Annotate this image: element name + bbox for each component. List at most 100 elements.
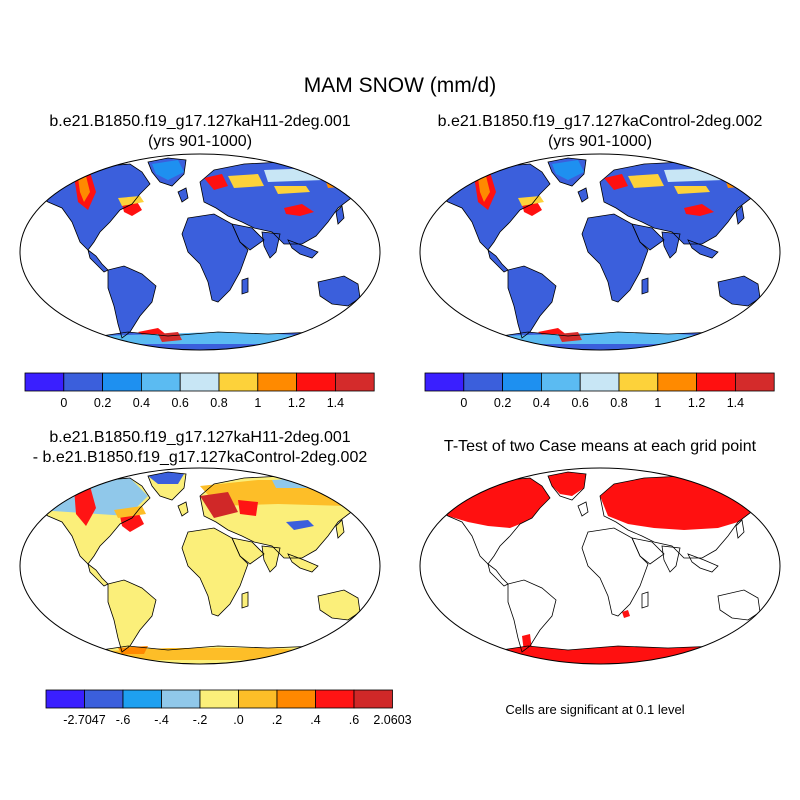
- colorbar-mean-left-swatch: [141, 372, 181, 392]
- colorbar-mean-left-tick-label: 0.8: [210, 396, 227, 410]
- map4-coastline: [577, 501, 589, 517]
- map1-coastline: [231, 223, 265, 251]
- map3-field-patch: [118, 646, 148, 654]
- map3-land-se-asia: [288, 554, 318, 572]
- map1-land-se-asia: [288, 240, 318, 258]
- map4-significant-cells: [548, 472, 586, 496]
- colorbar-mean-right: 0 0.2 0.4 0.6 0.8 1 1.2 1.4: [424, 372, 775, 410]
- map2-field-patch: [478, 176, 490, 202]
- colorbar-difference-swatch: [276, 689, 316, 709]
- map2-coastline: [487, 249, 509, 273]
- map4-significant-cells: [482, 646, 738, 664]
- colorbar-mean-right-tick-label: 0.8: [610, 396, 627, 410]
- map2-coastline: [577, 187, 589, 203]
- map1-coastline: [369, 303, 377, 321]
- map4-coastline: [717, 589, 761, 621]
- colorbar-mean-left-tick-label: 0.6: [172, 396, 189, 410]
- map3-field-patch: [114, 506, 146, 518]
- panel-3-title: b.e21.B1850.f19_g17.127kaH11-2deg.001 - …: [5, 428, 395, 468]
- map1-field-patch: [152, 160, 184, 180]
- map1-coastline: [87, 249, 109, 273]
- map2-field-patch: [674, 186, 710, 194]
- colorbar-mean-right-swatch: [657, 372, 698, 392]
- map3-land-new-zealand: [370, 618, 376, 634]
- panel-4-title-line1: T-Test of two Case means at each grid po…: [443, 438, 757, 455]
- map1-field-patch: [78, 176, 90, 202]
- map2-coastline: [687, 239, 719, 259]
- map2-coastline: [641, 277, 649, 295]
- map2-coastline: [735, 205, 745, 225]
- map4-coastline: [631, 537, 665, 565]
- map2-field-patch: [518, 196, 544, 206]
- panel-3-title-line1: b.e21.B1850.f19_g17.127kaH11-2deg.001: [49, 429, 351, 446]
- colorbar-mean-right-tick-label: 1: [654, 396, 661, 410]
- colorbar-mean-left-tick-label: 0.2: [94, 396, 111, 410]
- map3-land-south-america: [108, 580, 156, 652]
- map2-coastline: [631, 223, 665, 251]
- map3-land-arabia: [232, 538, 264, 564]
- colorbar-difference-tick-label: -.6: [116, 713, 131, 727]
- map3-land-india: [262, 546, 280, 572]
- map1-field-patch: [264, 168, 324, 182]
- colorbar-mean-right-swatch: [502, 372, 542, 392]
- map2-land-india: [662, 232, 680, 258]
- colorbar-mean-right-tick-label: 0.4: [533, 396, 550, 410]
- colorbar-difference-tick-label: -.2: [193, 713, 208, 727]
- colorbar-difference-swatch: [238, 689, 278, 709]
- map1-land-madagascar: [242, 278, 248, 294]
- map2-field-patch: [724, 176, 752, 188]
- colorbar-mean-left-tick-label: 1.2: [288, 396, 305, 410]
- map3-coastline: [147, 471, 187, 501]
- colorbar-mean-right-swatch: [618, 372, 659, 392]
- map1-coastline: [335, 205, 345, 225]
- map2-land-madagascar: [642, 278, 648, 294]
- colorbar-mean-left-swatch: [218, 372, 259, 392]
- colorbar-mean-right-tick-label: 0.2: [494, 396, 511, 410]
- map3-land-africa: [182, 528, 248, 616]
- map1-field-patch: [298, 334, 348, 344]
- colorbar-difference-swatch: [315, 689, 355, 709]
- map2-field-patch: [552, 160, 584, 180]
- map3-map-border: [19, 467, 381, 665]
- colorbar-mean-right-tick-label: 1.2: [688, 396, 705, 410]
- map2-land-se-asia: [688, 240, 718, 258]
- colorbar-mean-left-swatch: [296, 372, 336, 392]
- map1-coastline: [317, 275, 361, 307]
- colorbar-mean-right-tick-label: 0.6: [572, 396, 589, 410]
- panel-2-title-line1: b.e21.B1850.f19_g17.127kaControl-2deg.00…: [437, 113, 763, 130]
- colorbar-difference-swatch: [199, 689, 239, 709]
- colorbar-difference-swatch: [45, 689, 85, 709]
- map4-coastline: [487, 563, 509, 587]
- map2-field-patch: [684, 204, 714, 216]
- map1-land-africa: [182, 214, 248, 302]
- panel-4-title: T-Test of two Case means at each grid po…: [405, 437, 795, 457]
- colorbar-mean-left-swatch: [334, 372, 375, 392]
- map1-coastline: [261, 231, 281, 259]
- panel-1-title-line2: (yrs 901-1000): [147, 133, 253, 150]
- map3-coastline: [335, 519, 345, 539]
- map4-land-new-zealand: [770, 618, 776, 634]
- panel-2-title: b.e21.B1850.f19_g17.127kaControl-2deg.00…: [405, 112, 795, 152]
- map3-field-patch: [120, 512, 144, 532]
- map-panel-ttest: [419, 467, 781, 665]
- colorbar-mean-left: 0 0.2 0.4 0.6 0.8 1 1.2 1.4: [24, 372, 375, 410]
- map4-coastline: [687, 553, 719, 573]
- colorbar-mean-right-swatch: [696, 372, 736, 392]
- map1-field-patch: [274, 186, 310, 194]
- map3-land-madagascar: [242, 592, 248, 608]
- map3-field-patch: [238, 500, 258, 516]
- map1-land-uk: [178, 188, 188, 202]
- map3-coastline: [241, 591, 249, 609]
- colorbar-difference-tick-label: .4: [310, 713, 320, 727]
- map4-coastline: [641, 591, 649, 609]
- map4-significant-cells: [770, 618, 776, 634]
- map3-field-patch: [200, 492, 238, 518]
- map3-field-patch: [286, 520, 314, 530]
- map4-significant-cells: [622, 610, 630, 618]
- map3-coastline: [287, 553, 319, 573]
- colorbar-difference-swatch: [353, 689, 393, 709]
- map1-field-patch: [158, 332, 182, 342]
- map3-coastline: [87, 563, 109, 587]
- colorbar-mean-right-swatch: [541, 372, 581, 392]
- figure-title: MAM SNOW (mm/d): [303, 74, 497, 97]
